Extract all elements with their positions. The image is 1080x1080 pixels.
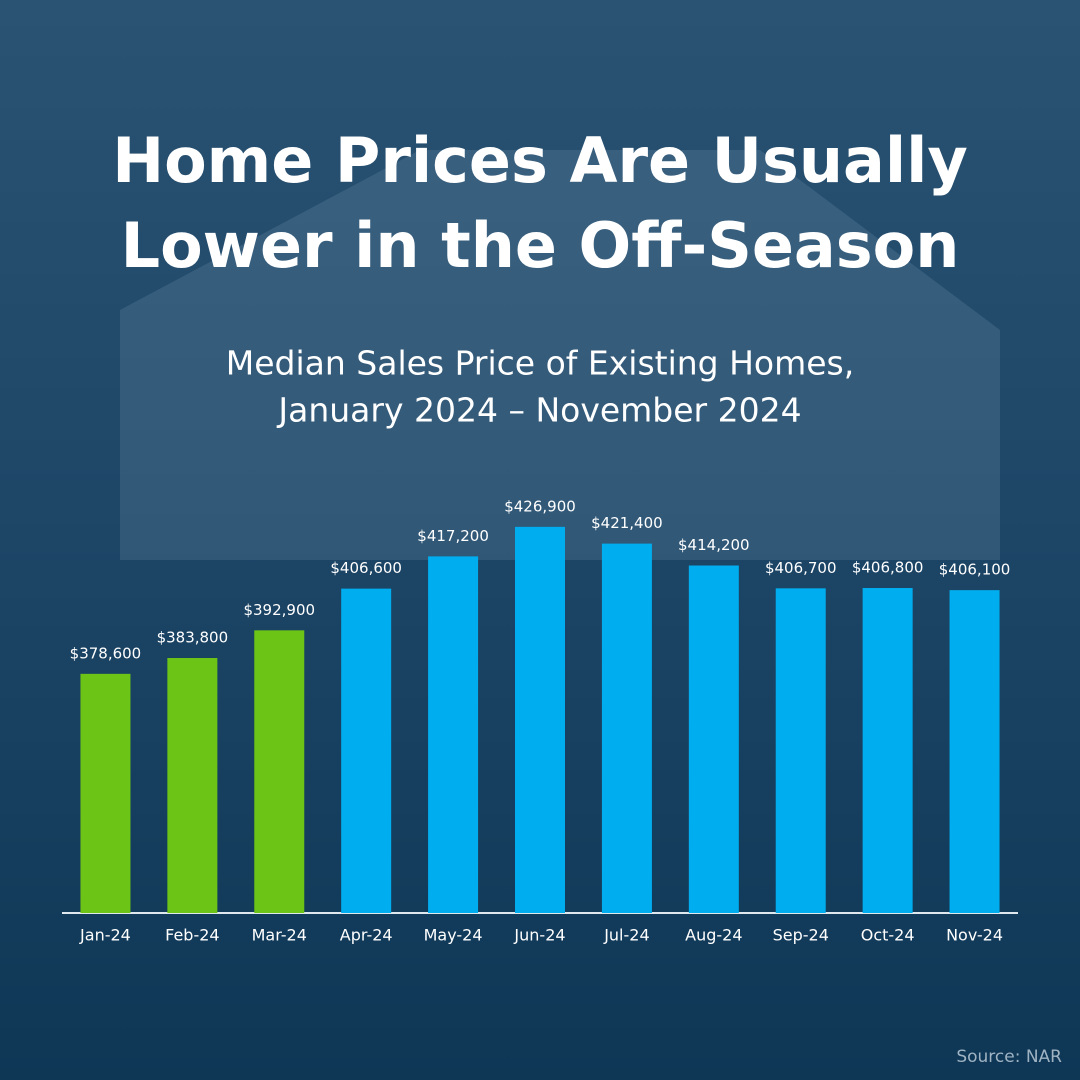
value-label: $406,600 — [330, 559, 402, 577]
value-label: $414,200 — [678, 536, 750, 554]
x-tick-label: Jun-24 — [513, 926, 565, 945]
x-tick-label: Feb-24 — [165, 926, 219, 945]
value-label: $406,100 — [939, 561, 1011, 579]
x-tick-label: Mar-24 — [252, 926, 307, 945]
x-tick-label: Jul-24 — [603, 926, 649, 945]
chart-subtitle: January 2024 – November 2024 — [276, 391, 801, 430]
bar — [80, 673, 131, 913]
chart-subtitle: Median Sales Price of Existing Homes, — [226, 344, 854, 383]
value-label: $392,900 — [243, 601, 315, 619]
value-label: $383,800 — [157, 629, 229, 647]
house-silhouette — [120, 150, 1000, 560]
bar — [775, 588, 826, 913]
value-label: $406,700 — [765, 559, 837, 577]
value-label: $421,400 — [591, 514, 663, 532]
x-tick-label: Sep-24 — [773, 926, 829, 945]
x-tick-label: Aug-24 — [685, 926, 742, 945]
value-label: $426,900 — [504, 497, 576, 515]
x-tick-label: May-24 — [424, 926, 483, 945]
bar — [515, 526, 565, 913]
x-tick-label: Nov-24 — [946, 926, 1003, 945]
bar — [949, 590, 1000, 913]
x-tick-label: Oct-24 — [861, 926, 915, 945]
value-label: $378,600 — [70, 644, 142, 662]
source: Source: NAR — [956, 1047, 1062, 1067]
bar — [601, 543, 652, 913]
bar — [254, 630, 305, 913]
bar — [167, 658, 218, 913]
bar — [341, 588, 392, 913]
chart-title: Lower in the Off-Season — [121, 209, 960, 282]
chart-title: Home Prices Are Usually — [112, 124, 968, 197]
x-tick-label: Apr-24 — [340, 926, 393, 945]
value-label: $406,800 — [852, 559, 924, 577]
value-label: $417,200 — [417, 527, 489, 545]
bar — [862, 588, 913, 913]
bar — [688, 565, 739, 913]
x-tick-label: Jan-24 — [79, 926, 131, 945]
bar — [428, 556, 479, 913]
